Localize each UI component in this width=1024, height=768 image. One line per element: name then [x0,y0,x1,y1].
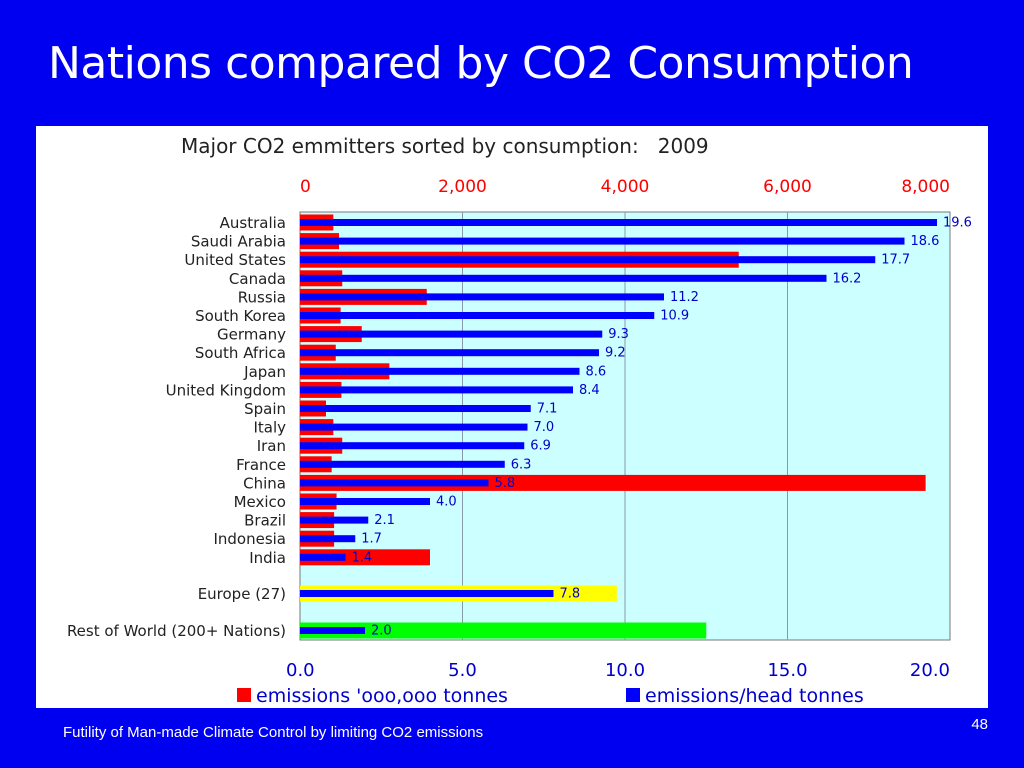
per-head-value-label: 6.9 [530,439,551,454]
category-label: Mexico [234,493,286,511]
category-label: India [249,549,286,567]
per-head-value-label: 18.6 [911,234,940,249]
category-label: Spain [244,400,286,418]
per-head-bar [300,590,554,597]
per-head-bar [300,386,573,394]
legend-swatch-emissions [237,688,251,702]
legend-label-emissions: emissions 'ooo,ooo tonnes [256,685,508,707]
co2-chart: Major CO2 emmitters sorted by consumptio… [67,134,972,707]
emissions-bar [300,622,707,639]
category-label: China [243,474,286,492]
legend-label-per-head: emissions/head tonnes [645,685,864,707]
top-axis-tick-label: 4,000 [601,177,650,197]
category-label: Europe (27) [198,585,286,603]
chart-title: Major CO2 emmitters sorted by consumptio… [181,134,709,158]
legend-swatch-per-head [626,688,640,702]
category-label: Canada [229,270,286,288]
per-head-value-label: 7.0 [534,420,555,435]
per-head-value-label: 17.7 [881,253,910,268]
category-label: Germany [217,326,286,344]
legend: emissions 'ooo,ooo tonnes emissions/head… [237,685,864,707]
per-head-bar [300,627,365,634]
per-head-value-label: 2.0 [371,624,392,639]
per-head-value-label: 2.1 [374,513,395,528]
per-head-bar [300,349,599,357]
per-head-bar [300,405,531,412]
category-label: United Kingdom [166,381,286,399]
emissions-bar [300,474,926,491]
per-head-bar [300,274,827,282]
per-head-bar [300,442,525,450]
per-head-bar [300,535,356,543]
per-head-bar [300,553,346,561]
category-label: Brazil [244,512,286,530]
chart-panel: Major CO2 emmitters sorted by consumptio… [36,126,988,708]
category-label: Australia [220,214,286,232]
per-head-bar [300,312,655,319]
per-head-bar [300,219,937,226]
per-head-bar [300,460,505,468]
category-label: Japan [243,363,286,381]
top-axis-tick-label: 6,000 [763,177,812,197]
category-label: Russia [238,288,286,306]
bars: 19.618.617.7 16.2 11.2 10.9 9.3 9.2 8.6 8.4 7.1 7… [300,214,972,639]
category-label: Rest of World (200+ Nations) [67,622,286,640]
bottom-axis-tick-label: 20.0 [910,660,950,681]
per-head-value-label: 8.4 [579,383,600,398]
per-head-bar [300,516,369,524]
per-head-bar [300,423,528,431]
per-head-value-label: 1.4 [352,550,373,565]
per-head-value-label: 16.2 [833,271,862,286]
per-head-value-label: 5.8 [495,476,516,491]
per-head-value-label: 6.3 [511,457,532,472]
per-head-value-label: 7.8 [560,587,581,602]
category-label: South Korea [195,307,286,325]
per-head-value-label: 19.6 [943,216,972,231]
per-head-value-label: 7.1 [537,402,558,417]
per-head-bar [300,237,905,245]
top-axis-tick-label: 0 [300,177,311,197]
bottom-axis-tick-label: 10.0 [605,660,645,681]
top-axis-tick-label: 2,000 [438,177,487,197]
per-head-value-label: 4.0 [436,495,457,510]
emissions-bar [300,549,430,566]
per-head-value-label: 10.9 [660,309,689,324]
category-label: United States [184,251,286,269]
category-label: Iran [257,437,286,455]
bottom-axis-tick-label: 5.0 [448,660,477,681]
per-head-value-label: 11.2 [670,290,699,305]
bottom-axis-tick-label: 0.0 [286,660,315,681]
per-head-value-label: 8.6 [586,364,607,379]
top-axis-tick-label: 8,000 [901,177,950,197]
page-number: 48 [971,716,988,733]
top-axis: 0 2,000 4,000 6,000 8,000 [300,177,950,197]
per-head-value-label: 9.2 [605,346,626,361]
category-label: France [236,456,286,474]
per-head-value-label: 9.3 [608,327,629,342]
category-label: Saudi Arabia [191,233,286,251]
category-label: Indonesia [213,530,286,548]
per-head-bar [300,479,489,487]
per-head-bar [300,293,664,301]
per-head-value-label: 1.7 [361,532,382,547]
category-label: South Africa [195,344,286,362]
category-label: Italy [253,419,286,437]
per-head-bar [300,498,430,505]
per-head-bar [300,367,580,375]
per-head-bar [300,256,876,264]
bottom-axis: 0.0 5.0 10.0 15.0 20.0 [286,660,950,681]
footer-text: Futility of Man-made Climate Control by … [63,724,484,741]
slide-title: Nations compared by CO2 Consumption [48,38,914,89]
per-head-bar [300,330,603,338]
bottom-axis-tick-label: 15.0 [767,660,807,681]
